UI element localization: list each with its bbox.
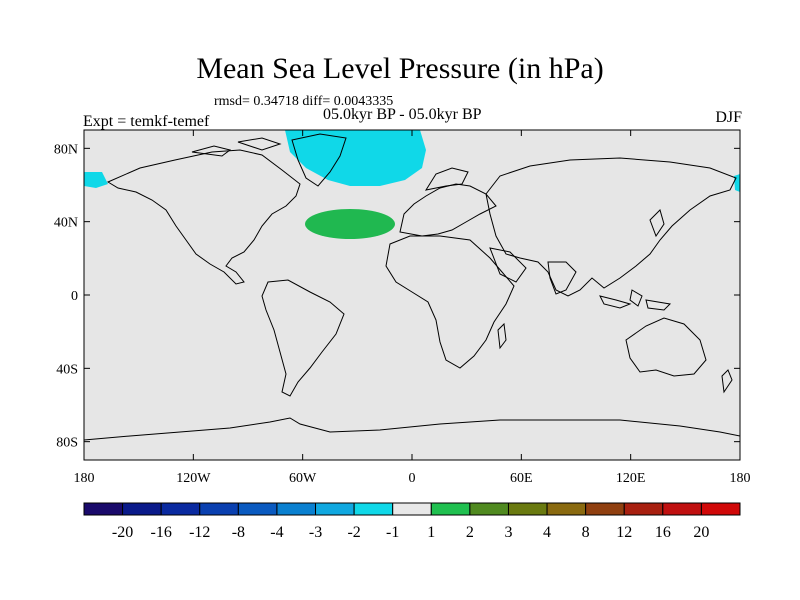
anomaly-greenland (285, 130, 426, 186)
colorbar-label: -16 (151, 524, 172, 541)
coast-madagascar (497, 322, 507, 350)
colorbar-swatch (623, 502, 664, 516)
lon-label: 180 (74, 471, 95, 486)
colorbar-swatch (585, 502, 625, 516)
anomaly-north-atlantic (305, 209, 395, 239)
anomaly-fields (84, 130, 740, 239)
lon-label: 120W (176, 471, 211, 486)
lon-label: 0 (409, 471, 416, 486)
map-title: Mean Sea Level Pressure (in hPa) (196, 52, 604, 85)
lat-label: 80N (54, 142, 78, 157)
lon-axis: 180 120W 60W 0 60E 120E 180 (74, 130, 751, 486)
colorbar-label: 12 (616, 524, 632, 541)
colorbar-label: 1 (427, 524, 435, 541)
colorbar-swatch (546, 502, 587, 516)
coastlines (84, 133, 740, 441)
season-label: DJF (715, 109, 742, 126)
coast-new-zealand (721, 369, 733, 394)
experiment-label: Expt = temkf-temef (83, 113, 210, 130)
anomaly-bering-west (84, 172, 108, 188)
colorbar-swatch (276, 502, 317, 516)
colorbar-label: -3 (309, 524, 322, 541)
colorbar-label: -20 (112, 524, 133, 541)
colorbar-swatch (700, 502, 741, 516)
colorbar-label: 2 (466, 524, 474, 541)
coast-north-america (106, 149, 301, 285)
colorbar-swatch (199, 502, 239, 516)
lat-label: 40N (54, 216, 78, 231)
coast-antarctica (84, 417, 740, 441)
coast-africa (385, 235, 515, 369)
colorbar-swatch (83, 502, 124, 516)
lat-label: 0 (71, 289, 78, 304)
colorbar-label: -12 (189, 524, 210, 541)
lon-label: 120E (616, 471, 646, 486)
coast-scandinavia (424, 167, 469, 191)
coast-south-america (261, 279, 345, 397)
coast-arctic-islands (191, 137, 282, 157)
colorbar-swatch (392, 502, 432, 516)
colorbar-label: 3 (504, 524, 512, 541)
lon-label: 60W (289, 471, 317, 486)
colorbar-swatch (353, 502, 394, 516)
coast-greenland (291, 133, 347, 187)
colorbar-swatch (507, 502, 548, 516)
colorbar-label: 8 (582, 524, 590, 541)
stats-line: rmsd= 0.34718 diff= 0.0043335 (214, 94, 394, 109)
coast-australia (625, 317, 707, 377)
colorbar-label: 4 (543, 524, 551, 541)
lat-label: 80S (56, 436, 78, 451)
colorbar-swatch (469, 502, 509, 516)
colorbar: -20 -16 -12 -8 -4 -3 -2 -1 1 2 3 4 8 12 16 20 (83, 502, 741, 541)
colorbar-label: -1 (386, 524, 399, 541)
colorbar-swatch (160, 502, 201, 516)
coast-india (547, 261, 577, 295)
map-background (84, 130, 740, 460)
colorbar-swatch (315, 502, 355, 516)
colorbar-label: -8 (232, 524, 245, 541)
colorbar-label: -2 (347, 524, 360, 541)
lon-label: 180 (730, 471, 751, 486)
lon-label: 60E (510, 471, 533, 486)
colorbar-swatch (662, 502, 702, 516)
colorbar-label: 20 (693, 524, 709, 541)
coast-arabia (489, 247, 527, 283)
coast-indonesia (599, 289, 672, 311)
period-label: 05.0kyr BP - 05.0kyr BP (323, 106, 482, 123)
colorbar-swatch (430, 502, 471, 516)
colorbar-swatch (237, 502, 278, 516)
coast-asia (485, 157, 737, 297)
lat-axis: 80N 40N 0 40S 80S (54, 142, 740, 451)
colorbar-swatch (122, 502, 162, 516)
lat-label: 40S (56, 362, 78, 377)
colorbar-label: 16 (655, 524, 671, 541)
colorbar-label: -4 (270, 524, 283, 541)
coast-japan (649, 209, 665, 238)
